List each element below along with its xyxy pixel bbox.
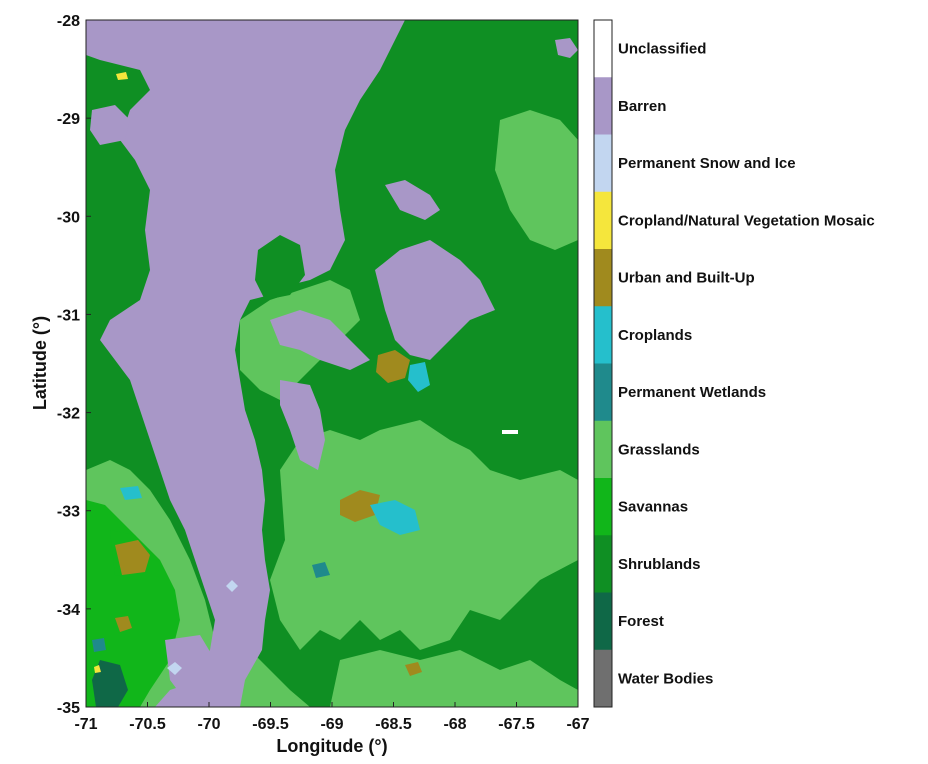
- map-region-wetlands-2: [92, 638, 106, 652]
- legend-swatch: [594, 592, 612, 651]
- legend-swatch: [594, 191, 612, 250]
- legend-swatch: [594, 20, 612, 78]
- map-region-croplands-3: [120, 486, 142, 500]
- map-region-urban-4: [115, 616, 132, 632]
- x-axis-ticks: -71 -70.5 -70 -69.5 -69 -68.5 -68 -67.5 -67: [74, 702, 590, 733]
- land-cover-map: [86, 20, 578, 707]
- legend-swatch: [594, 649, 612, 708]
- y-tick-label: -31: [57, 307, 80, 324]
- x-axis-label: Longitude (°): [276, 736, 387, 756]
- map-region-mosaic-2: [94, 665, 101, 673]
- map-region-grasslands-east: [270, 420, 578, 650]
- map-region-barren-northeast-1: [385, 180, 440, 220]
- x-tick-label: -67.5: [498, 716, 535, 733]
- y-tick-label: -35: [57, 700, 80, 717]
- legend-swatch: [594, 420, 612, 479]
- legend-label: Unclassified: [618, 41, 706, 58]
- x-tick-label: -69: [320, 716, 343, 733]
- map-region-barren-south-tail: [165, 635, 215, 700]
- map-region-barren-northeast-2: [555, 38, 578, 58]
- legend-label: Permanent Wetlands: [618, 384, 766, 401]
- x-tick-label: -71: [74, 716, 97, 733]
- x-tick-label: -68: [443, 716, 466, 733]
- legend-label: Shrublands: [618, 556, 701, 573]
- legend-swatch: [594, 363, 612, 422]
- legend-label: Barren: [618, 98, 666, 115]
- legend-label: Water Bodies: [618, 670, 713, 687]
- map-region-forest: [92, 660, 128, 707]
- map-region-barren-main: [86, 20, 405, 707]
- legend-label: Grasslands: [618, 441, 700, 458]
- legend-swatch: [594, 249, 612, 307]
- map-region-barren-northwest: [90, 105, 130, 145]
- y-tick-label: -29: [57, 111, 80, 128]
- map-region-barren-central-lobe: [270, 310, 370, 370]
- legend-label: Cropland/Natural Vegetation Mosaic: [618, 212, 875, 229]
- map-region-snow-2: [167, 662, 182, 675]
- legend-swatch: [594, 306, 612, 364]
- x-tick-label: -70: [197, 716, 220, 733]
- x-tick-label: -67: [566, 716, 589, 733]
- legend-label: Permanent Snow and Ice: [618, 155, 796, 172]
- map-region-urban-1: [376, 350, 410, 383]
- y-tick-label: -34: [57, 602, 80, 619]
- map-region-urban-3: [115, 540, 150, 575]
- map-region-grasslands-northeast: [495, 110, 578, 250]
- map-region-unclassified: [502, 430, 518, 434]
- y-axis-ticks: -28 -29 -30 -31 -32 -33 -34 -35: [57, 13, 91, 717]
- legend-swatch: [594, 478, 612, 536]
- y-tick-label: -33: [57, 504, 80, 521]
- map-region-urban-5: [405, 662, 422, 676]
- legend-label: Urban and Built-Up: [618, 270, 755, 287]
- legend-swatch: [594, 77, 612, 135]
- map-region-croplands-2: [408, 362, 430, 392]
- legend-colorbar: Unclassified Barren Permanent Snow and Ice…: [593, 19, 875, 708]
- map-region-mosaic-1: [116, 72, 128, 80]
- map-region-grasslands-south-central: [330, 650, 578, 707]
- map-region-urban-2: [340, 490, 380, 522]
- x-tick-label: -69.5: [252, 716, 289, 733]
- legend-swatch: [594, 134, 612, 193]
- legend-swatch: [594, 535, 612, 593]
- map-region-shrubland-island: [255, 235, 305, 300]
- x-tick-label: -70.5: [129, 716, 166, 733]
- legend-label: Forest: [618, 613, 664, 630]
- y-tick-label: -32: [57, 406, 80, 423]
- legend-frame: [593, 19, 613, 708]
- map-region-wetlands-1: [312, 562, 330, 578]
- x-tick-label: -68.5: [375, 716, 412, 733]
- y-axis-label: Latitude (°): [30, 316, 50, 410]
- map-region-snow-1: [226, 580, 238, 592]
- map-region-croplands-1: [370, 500, 420, 535]
- map-region-savannas-southwest: [86, 500, 180, 707]
- y-tick-label: -28: [57, 13, 80, 30]
- legend-label: Croplands: [618, 327, 692, 344]
- map-region-barren-lobe-2: [280, 380, 325, 470]
- legend-label: Savannas: [618, 499, 688, 516]
- map-region-barren-east: [375, 240, 495, 360]
- y-tick-label: -30: [57, 209, 80, 226]
